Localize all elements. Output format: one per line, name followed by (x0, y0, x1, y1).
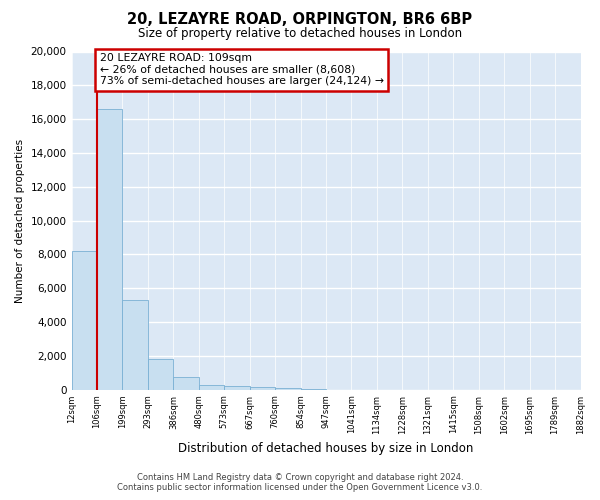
X-axis label: Distribution of detached houses by size in London: Distribution of detached houses by size … (178, 442, 474, 455)
Bar (71, 251, 97, 390)
Text: Contains HM Land Registry data © Crown copyright and database right 2024.
Contai: Contains HM Land Registry data © Crown c… (118, 473, 482, 492)
Y-axis label: Number of detached properties: Number of detached properties (15, 138, 25, 302)
Bar (301, 389, 326, 390)
Text: 20 LEZAYRE ROAD: 109sqm
← 26% of detached houses are smaller (8,608)
73% of semi: 20 LEZAYRE ROAD: 109sqm ← 26% of detache… (100, 53, 383, 86)
Bar (122, 300, 148, 390)
Bar (250, 387, 275, 390)
Bar (173, 377, 199, 390)
Text: 20, LEZAYRE ROAD, ORPINGTON, BR6 6BP: 20, LEZAYRE ROAD, ORPINGTON, BR6 6BP (127, 12, 473, 28)
Bar (97, 109, 122, 390)
Bar (224, 386, 250, 390)
Bar (275, 388, 301, 390)
Bar (199, 384, 224, 390)
Bar (148, 359, 173, 390)
Text: Size of property relative to detached houses in London: Size of property relative to detached ho… (138, 28, 462, 40)
